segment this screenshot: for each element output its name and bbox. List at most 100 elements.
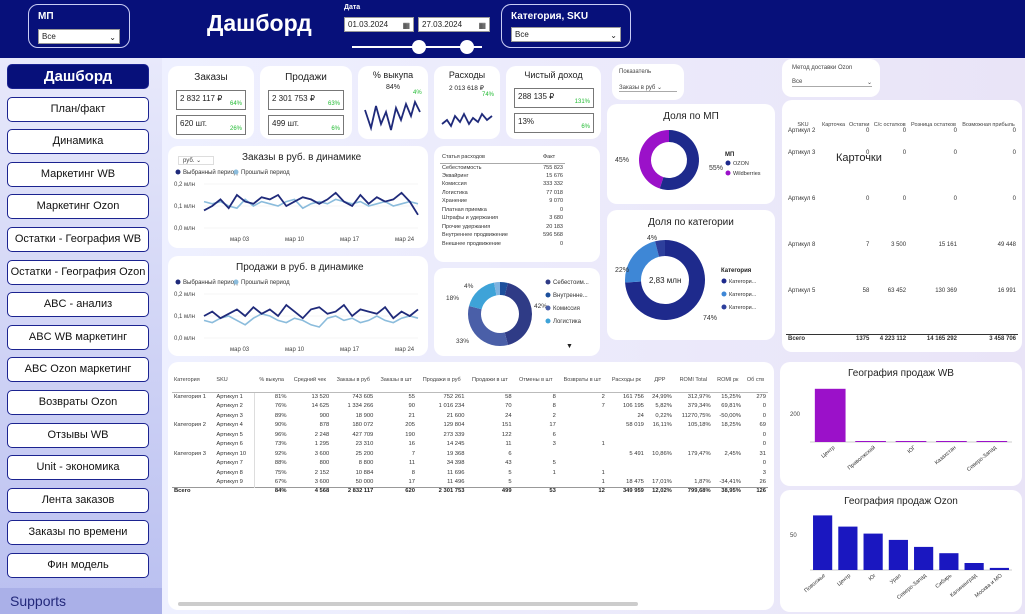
table-cell: 10,86% — [652, 450, 672, 457]
table-cell: 16 991 — [997, 288, 1016, 294]
date-slider-handle-start[interactable] — [412, 40, 426, 54]
expense-slice-1 — [500, 282, 508, 296]
sidebar-item-11[interactable]: Возвраты Ozon — [7, 390, 149, 415]
header-cell[interactable]: Отмены в шт — [513, 368, 558, 393]
sidebar-item-9[interactable]: ABC WB маркетинг — [7, 324, 149, 350]
bar-8[interactable] — [989, 567, 1009, 570]
header-cell[interactable]: Продажи в руб — [416, 368, 467, 393]
sidebar-item-10[interactable]: ABC Ozon маркетинг — [7, 357, 149, 383]
date-to-input[interactable]: 27.03.2024 ▦ — [418, 17, 490, 32]
slice-label: 33% — [456, 338, 469, 345]
bar-6[interactable] — [939, 553, 959, 570]
table-cell — [172, 459, 214, 469]
table-cell: 8 800 — [358, 460, 374, 467]
table-cell: Артикул 1 — [216, 394, 243, 400]
header-cell[interactable]: SKU — [797, 122, 809, 128]
header-cell[interactable]: ROMI Total — [673, 368, 713, 393]
caret-down-icon[interactable]: ▼ — [566, 343, 573, 350]
bar-4[interactable] — [888, 539, 908, 570]
horizontal-scrollbar[interactable] — [178, 602, 638, 606]
table-cell: 19 368 — [446, 450, 465, 457]
sidebar-item-5[interactable]: Маркетинг Ozon — [7, 194, 149, 220]
sidebar-item-4[interactable]: Маркетинг WB — [7, 161, 149, 187]
kpi-orders-title: Заказы — [194, 72, 228, 83]
table-cell: 96% — [254, 430, 289, 440]
indicator-select[interactable]: Заказы в руб ⌄ — [619, 84, 677, 92]
header-cell[interactable]: С/с остатков — [873, 122, 906, 128]
header-cell[interactable]: Расходы рк — [606, 368, 646, 393]
table-cell: 18 475 — [626, 479, 644, 485]
table-cell — [514, 449, 558, 459]
indicator-label: Показатель — [619, 69, 652, 75]
header-cell[interactable]: ДРР — [645, 368, 674, 393]
legend-title: Категория — [721, 268, 752, 274]
sidebar-item-1[interactable]: Дашборд — [7, 64, 149, 89]
header-cell[interactable]: Продажи в шт — [466, 368, 514, 393]
table-cell: Артикул 5 — [216, 431, 243, 438]
header-cell[interactable]: Карточка — [821, 122, 846, 128]
date-slider-handle-end[interactable] — [460, 40, 474, 54]
table-cell: 7 — [411, 450, 415, 457]
header-cell[interactable]: Возвраты в шт — [557, 368, 607, 393]
header-cell[interactable]: Остатки — [849, 122, 870, 128]
sidebar-item-6[interactable]: Остатки - География WB — [7, 227, 149, 252]
table-cell: 8 — [552, 394, 556, 400]
sidebar-item-16[interactable]: Фин модель — [7, 553, 149, 578]
header-cell[interactable]: Категория — [172, 368, 215, 393]
sidebar-item-14[interactable]: Лента заказов — [7, 487, 149, 513]
mp-donut-chart: 45% 55% МП OZON Wildberries — [615, 130, 761, 190]
bar-7[interactable] — [964, 563, 984, 570]
sidebar-item-12[interactable]: Отзывы WB — [7, 422, 149, 448]
bar-2[interactable] — [838, 526, 858, 570]
bar-3[interactable] — [895, 441, 927, 442]
sidebar-item-3[interactable]: Динамика — [7, 129, 149, 155]
bar-3[interactable] — [863, 533, 883, 570]
category-select[interactable]: Все ⌄ — [511, 27, 621, 42]
sidebar-item-13[interactable]: Unit - экономика — [7, 455, 149, 481]
table-cell — [558, 459, 607, 469]
bar-2[interactable] — [855, 441, 886, 442]
bar-5[interactable] — [914, 546, 934, 570]
sidebar-item-15[interactable]: Заказы по времени — [7, 520, 149, 546]
kpi-sales-title: Продажи — [285, 72, 327, 83]
table-cell: 21 — [408, 412, 415, 419]
table-cell: 8 — [411, 469, 415, 476]
table-row: Артикул 9 67% 3 600 50 000 17 11 496 5 1 18 475 1… — [172, 477, 768, 487]
header-cell[interactable]: Розница остатков — [911, 122, 956, 128]
bar-4[interactable] — [936, 441, 967, 442]
table-cell: 1 — [601, 441, 605, 448]
table-cell — [646, 459, 674, 469]
bar-1[interactable] — [814, 388, 846, 442]
table-cell — [646, 430, 674, 440]
header-cell[interactable]: Об ств — [742, 368, 768, 393]
table-cell: 14 245 — [446, 441, 465, 448]
donut-center-value: 2,83 млн — [649, 276, 681, 285]
bar-5[interactable] — [976, 441, 1008, 442]
sidebar-item-2[interactable]: План/факт — [7, 96, 149, 122]
header-cell[interactable]: % выкупа — [254, 368, 289, 393]
unit-select[interactable]: руб. ⌄ — [178, 156, 214, 165]
sidebar-item-8[interactable]: ABC - анализ — [7, 292, 149, 318]
table-row: Хранение 9 070 — [440, 197, 565, 206]
delivery-select[interactable]: Все ⌄ — [792, 79, 872, 87]
mp-select[interactable]: Все ⌄ — [38, 29, 120, 44]
table-cell: 0 — [762, 403, 766, 410]
header-cell[interactable]: SKU — [214, 368, 255, 393]
table-cell: 6 — [508, 450, 512, 457]
date-from-input[interactable]: 01.03.2024 ▦ — [344, 17, 414, 32]
header-cell[interactable]: Заказы в шт — [375, 368, 417, 393]
total-cell: Всего — [172, 486, 215, 494]
table-cell: 427 709 — [352, 431, 374, 438]
header-cell[interactable]: Средний чек — [288, 368, 332, 393]
header-cell[interactable]: Заказы в руб — [331, 368, 376, 393]
bar-1[interactable] — [813, 515, 833, 570]
table-row: Категория 3 Артикул 10 92% 3 600 25 200 7 19 3… — [172, 449, 768, 459]
table-cell: 1 — [601, 469, 605, 476]
header-cell[interactable]: Возможная прибыль — [962, 122, 1015, 128]
header-cell[interactable]: ROMI рк — [712, 368, 743, 393]
table-cell: 69 — [759, 422, 766, 429]
sidebar-item-7[interactable]: Остатки - География Ozon — [7, 259, 149, 285]
table-cell: 2 — [601, 394, 605, 400]
table-cell: Прочие удержания — [442, 223, 491, 230]
